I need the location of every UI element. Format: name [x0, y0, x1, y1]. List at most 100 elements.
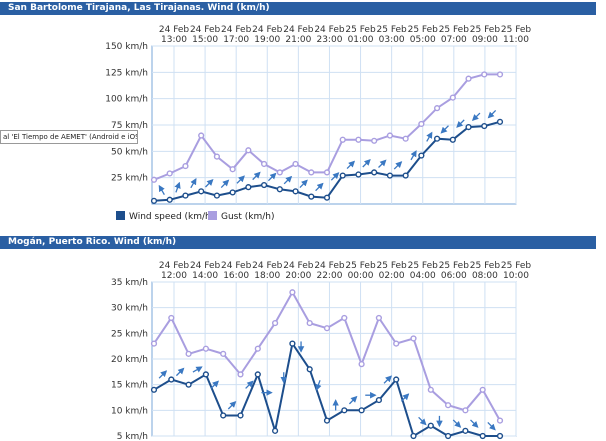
gust-point [308, 169, 315, 176]
x-tick-day: 24 Feb [283, 261, 314, 271]
wind-point [185, 381, 192, 388]
x-tick-time: 14:00 [192, 271, 218, 281]
wind-direction-arrow [418, 416, 427, 426]
wind-point [237, 412, 244, 419]
gust-point [289, 289, 296, 296]
x-tick-day: 25 Feb [439, 25, 470, 35]
y-tick-label: 30 km/h [111, 304, 148, 314]
x-tick-day: 25 Feb [470, 261, 501, 271]
gust-point [237, 371, 244, 378]
gust-point [276, 169, 283, 176]
y-tick-label: 150 km/h [105, 42, 148, 52]
wind-point [182, 192, 189, 199]
wind-direction-arrow [410, 150, 417, 161]
y-tick-label: 50 km/h [111, 147, 148, 157]
y-tick-label: 20 km/h [111, 355, 148, 365]
x-tick-day: 24 Feb [314, 25, 345, 35]
wind-point [339, 172, 346, 179]
wind-point [393, 376, 400, 383]
x-tick-day: 24 Feb [221, 25, 252, 35]
gust-point [323, 169, 331, 176]
wind-direction-arrow [190, 178, 197, 189]
wind-point [260, 181, 268, 189]
x-tick-time: 13:00 [161, 35, 187, 45]
gust-point [410, 335, 417, 342]
x-tick-day: 25 Feb [408, 261, 439, 271]
gust-point [445, 402, 452, 409]
x-tick-day: 25 Feb [345, 25, 376, 35]
gust-point [202, 345, 210, 352]
gust-point [465, 75, 472, 82]
wind-direction-arrow [236, 175, 245, 184]
x-tick-time: 17:00 [223, 35, 249, 45]
wind-point [479, 432, 486, 440]
chart-legend: Wind speed (km/h) Gust (km/h) [116, 211, 275, 222]
wind-direction-arrow [315, 182, 324, 192]
gust-point [166, 170, 173, 177]
gust-point [306, 319, 313, 327]
wind-point [323, 417, 331, 424]
y-tick-label: 10 km/h [111, 406, 148, 416]
wind-direction-arrow [158, 184, 165, 195]
x-tick-day: 24 Feb [159, 261, 190, 271]
wind-point [150, 386, 158, 393]
wind-point [462, 427, 469, 434]
wind-point [254, 371, 261, 378]
chart-san-bartolome: 25 km/h 50 km/h 75 km/h 100 km/h 125 km/h 150… [105, 25, 532, 205]
x-tick-day: 24 Feb [159, 25, 190, 35]
gust-point [393, 340, 400, 347]
x-tick-time: 12:00 [161, 271, 187, 281]
x-tick-day: 25 Feb [470, 25, 501, 35]
wind-point [449, 136, 456, 143]
gust-point [292, 160, 299, 168]
wind-direction-arrow [440, 125, 449, 134]
wind-direction-arrow [400, 393, 410, 402]
gust-point [323, 325, 331, 332]
y-tick-label: 5 km/h [117, 432, 148, 441]
x-tick-time: 03:00 [379, 35, 405, 45]
x-tick-time: 11:00 [503, 35, 529, 45]
x-tick-time: 02:00 [379, 271, 405, 281]
y-tick-label: 75 km/h [111, 121, 148, 131]
gust-point [402, 135, 409, 142]
x-tick-time: 19:00 [254, 35, 280, 45]
x-tick-day: 25 Feb [439, 261, 470, 271]
app-promo-tooltip: al 'El Tiempo de AEMET' (Android e iOS) [0, 130, 138, 144]
x-tick-time: 15:00 [192, 35, 218, 45]
wind-direction-arrow [348, 395, 358, 405]
wind-direction-arrow [346, 160, 356, 170]
wind-direction-arrow [227, 401, 237, 410]
wind-point [433, 135, 441, 142]
wind-point [272, 427, 279, 434]
y-tick-label: 100 km/h [105, 95, 148, 105]
wind-direction-arrow [487, 109, 497, 119]
x-tick-day: 24 Feb [314, 261, 345, 271]
wind-point [358, 407, 365, 414]
wind-point [306, 366, 313, 373]
gust-point [339, 136, 346, 143]
wind-point [323, 194, 331, 201]
wind-point [465, 124, 472, 131]
gust-point [150, 176, 158, 183]
chart-mogan: 5 km/h 10 km/h 15 km/h 20 km/h 25 km/h 30 km/… [111, 261, 531, 441]
wind-direction-arrow [470, 419, 479, 428]
gust-point [462, 407, 469, 414]
chart-title-san-bartolome: San Bartolome Tirajana, Las Tirajanas. W… [0, 2, 596, 15]
gust-point [182, 162, 189, 170]
wind-point [427, 422, 434, 429]
wind-point [445, 432, 452, 440]
wind-point [341, 407, 348, 414]
y-tick-label: 25 km/h [111, 174, 148, 184]
wind-direction-arrow [330, 172, 340, 181]
x-tick-time: 10:00 [503, 271, 529, 281]
x-tick-day: 25 Feb [501, 25, 532, 35]
wind-point [496, 432, 504, 440]
x-tick-day: 25 Feb [408, 25, 439, 35]
wind-point [481, 122, 488, 130]
gust-point [375, 314, 383, 322]
x-tick-time: 08:00 [472, 271, 498, 281]
gust-point [481, 71, 488, 78]
wind-direction-arrow [383, 375, 393, 384]
wind-point [402, 172, 409, 179]
